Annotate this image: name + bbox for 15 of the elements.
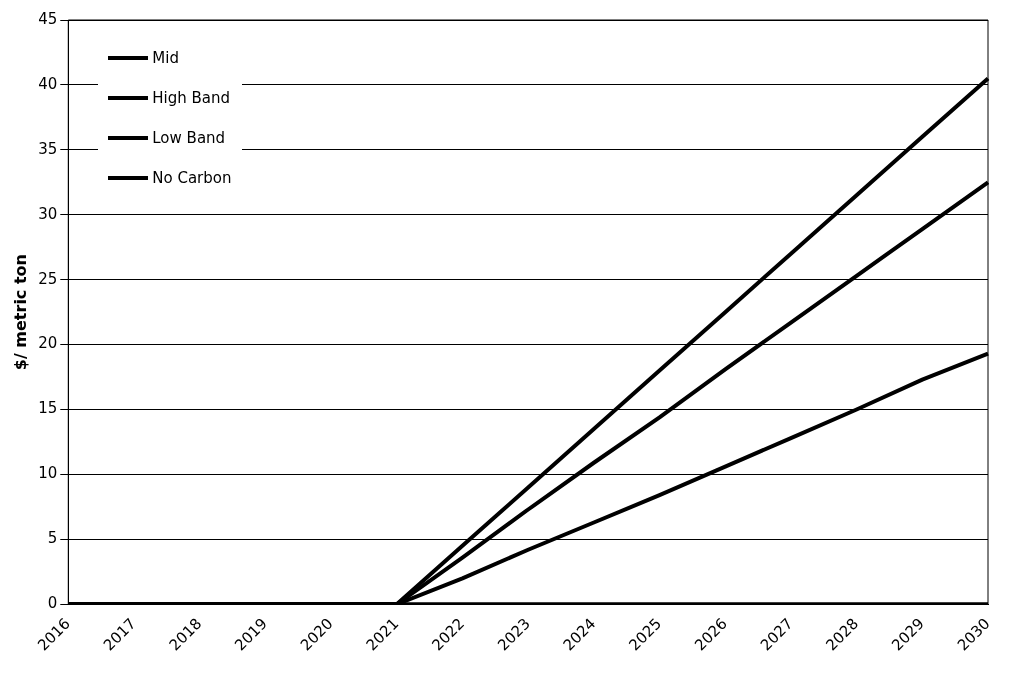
legend-label: High Band (152, 89, 231, 107)
legend-label: Mid (152, 49, 179, 67)
y-tick-label: 45 (38, 9, 58, 28)
y-tick-label: 20 (38, 334, 58, 353)
y-axis-title: $/ metric ton (10, 254, 30, 371)
y-tick-label: 30 (38, 204, 58, 223)
y-tick-label: 35 (38, 139, 58, 158)
y-tick-label: 40 (38, 74, 58, 93)
legend-label: No Carbon (152, 169, 232, 187)
y-tick-label: 25 (38, 269, 58, 288)
y-tick-label: 15 (38, 399, 58, 418)
y-tick-label: 10 (38, 464, 58, 483)
y-tick-label: 0 (47, 594, 58, 613)
legend-label: Low Band (152, 129, 226, 147)
y-tick-label: 5 (47, 529, 58, 548)
